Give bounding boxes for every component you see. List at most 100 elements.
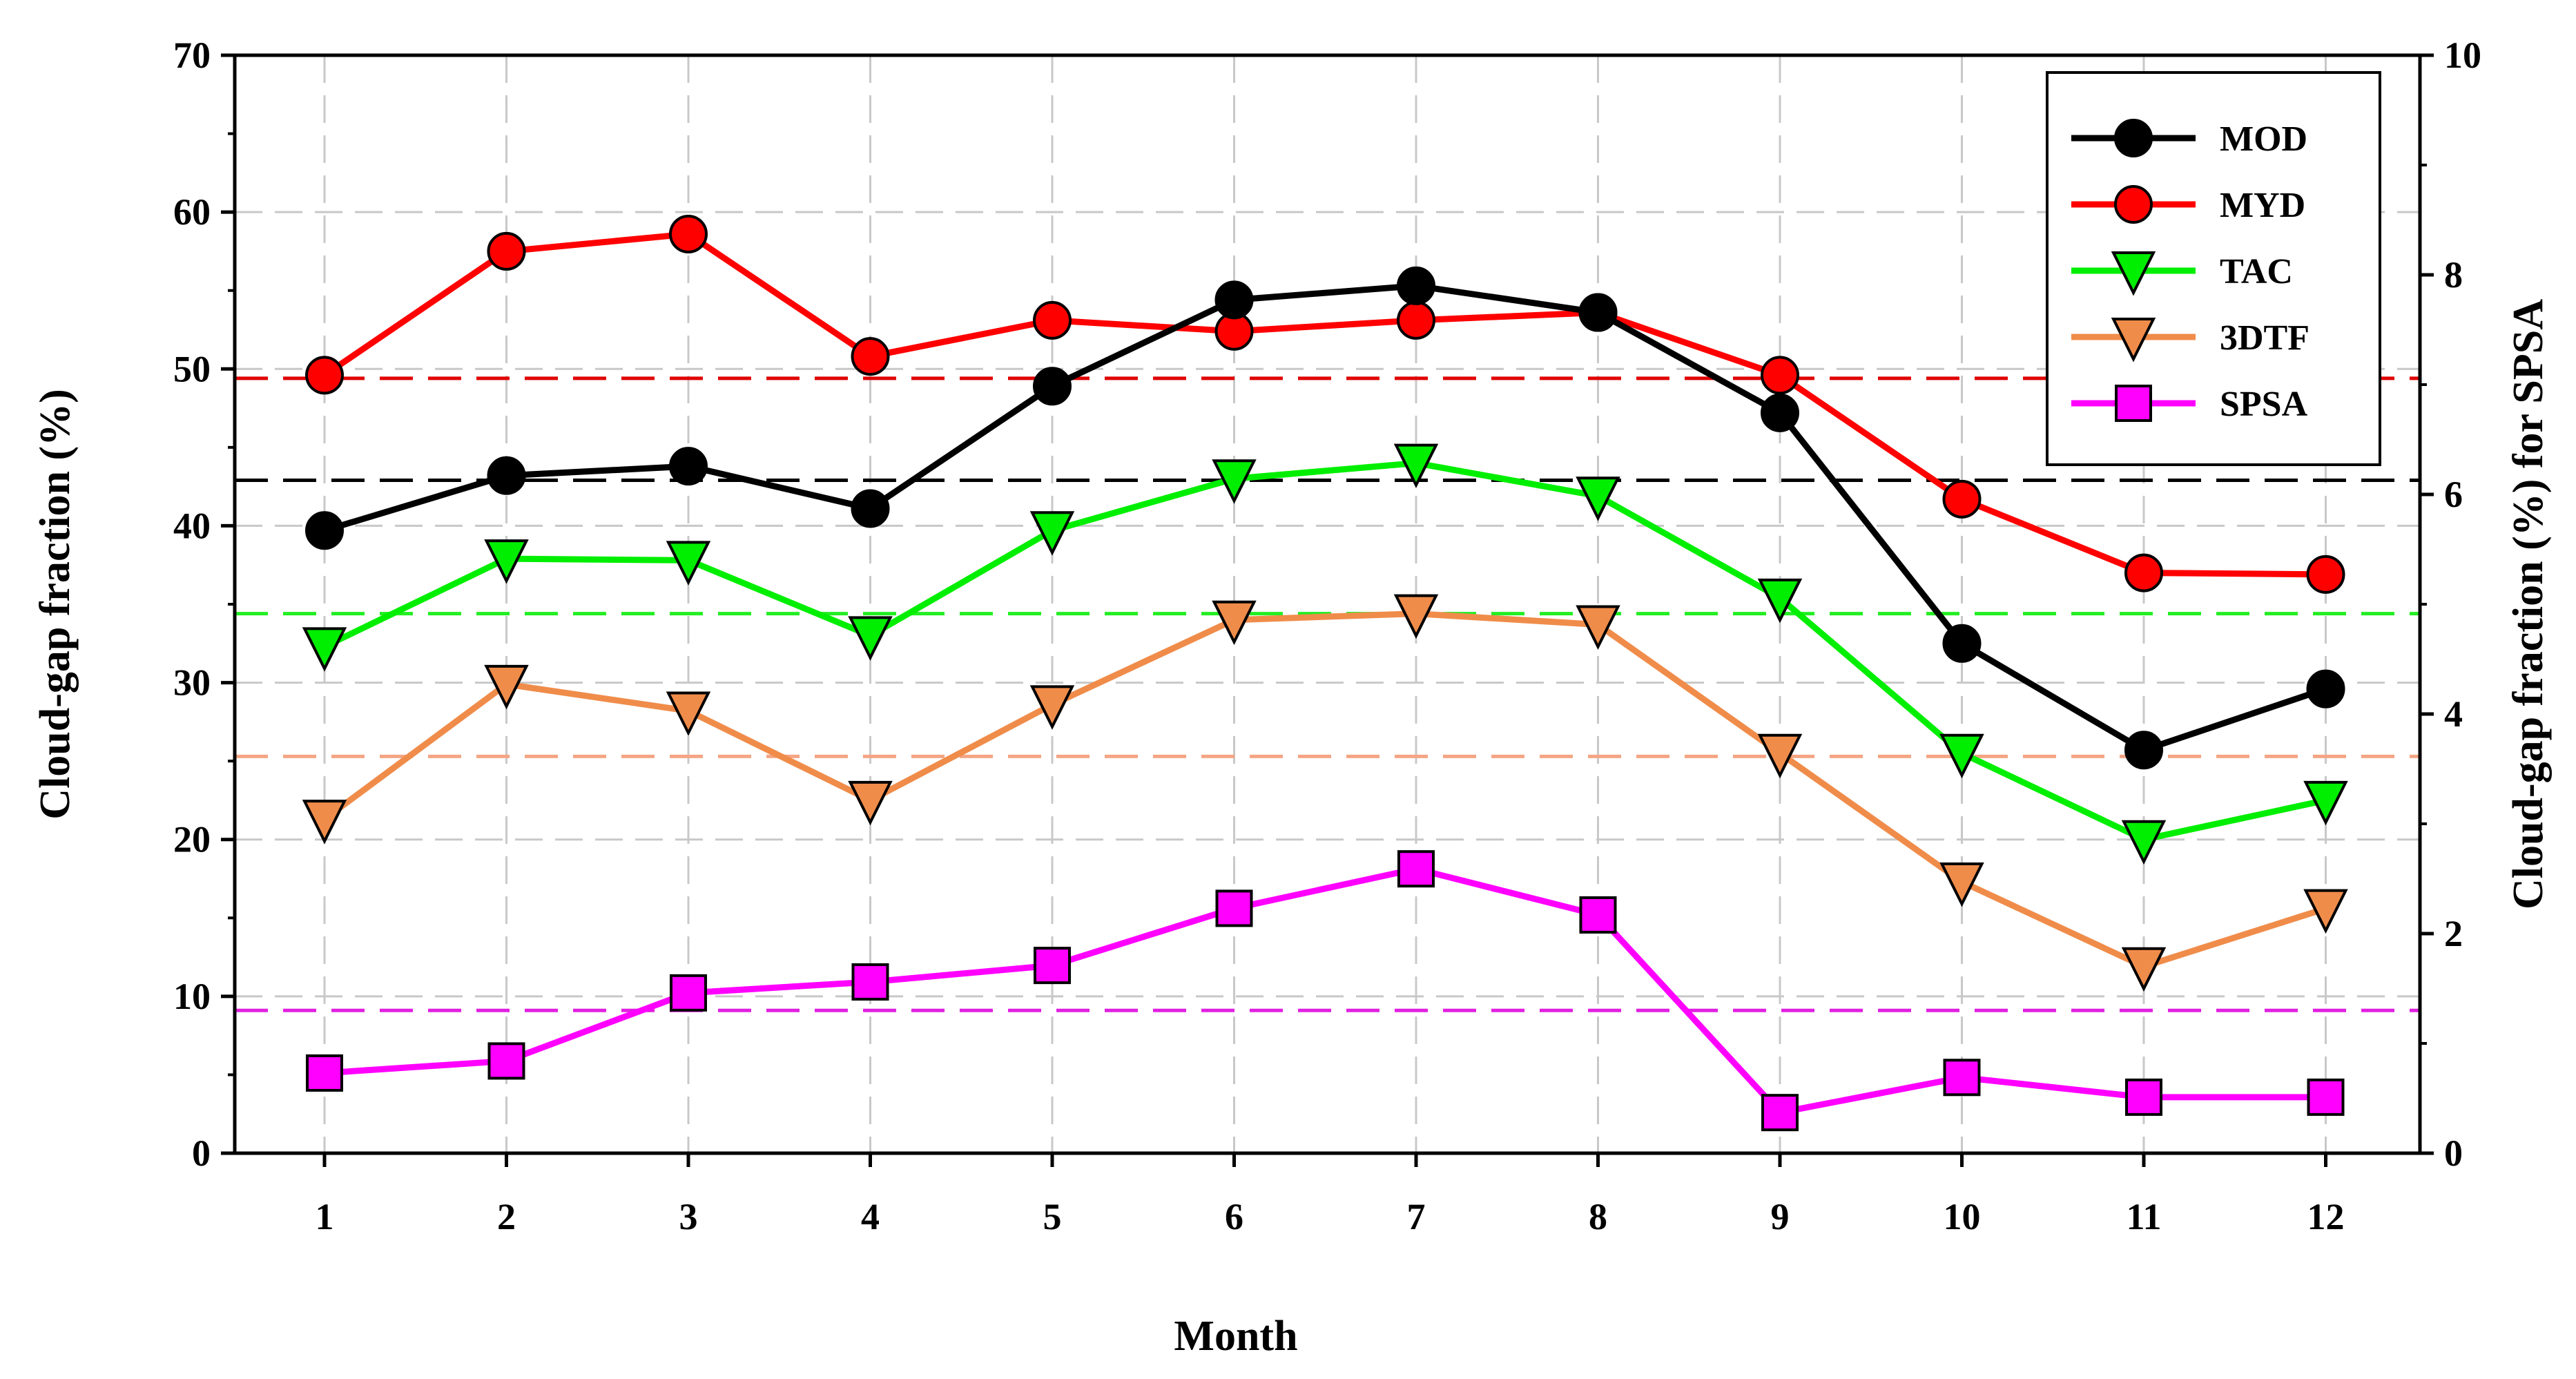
y2-tick-label-6: 6: [2444, 474, 2463, 515]
data-point-mod-1: [305, 511, 344, 550]
data-point-spsa-1: [306, 1054, 343, 1092]
data-point-spsa-5: [1034, 947, 1071, 985]
data-point-3dtf-9: [1757, 733, 1803, 779]
y-tick-label-70: 70: [173, 35, 211, 76]
series-line-myd: [322, 231, 2326, 578]
series-tac: [302, 443, 2348, 865]
x-tick-label-8: 8: [1589, 1196, 1607, 1237]
data-point-3dtf-12: [2303, 889, 2348, 934]
data-point-spsa-8: [1579, 896, 1617, 934]
data-point-tac-4: [848, 616, 893, 661]
data-point-spsa-4: [851, 963, 889, 1001]
data-point-myd-4: [851, 337, 890, 376]
y2-axis-title: Cloud-gap fraction (%) for SPSA: [2505, 299, 2552, 909]
y2-tick-label-4: 4: [2444, 693, 2463, 735]
data-point-mod-6: [1214, 280, 1254, 320]
data-point-myd-3: [669, 214, 708, 253]
y-tick-label-10: 10: [173, 976, 211, 1017]
data-point-mod-2: [487, 456, 526, 495]
data-point-spsa-3: [670, 974, 707, 1012]
x-tick-label-1: 1: [316, 1196, 334, 1237]
data-point-3dtf-4: [848, 780, 893, 826]
data-point-mod-7: [1397, 266, 1435, 305]
legend-label-mod: MOD: [2220, 119, 2307, 159]
data-point-myd-7: [1397, 300, 1435, 340]
y-tick-label-60: 60: [173, 191, 211, 233]
series-line-3dtf: [322, 610, 2327, 970]
y2-tick-label-8: 8: [2444, 254, 2463, 296]
legend-item-mod: MOD: [2071, 119, 2307, 159]
data-point-mod-5: [1033, 367, 1072, 406]
x-tick-label-12: 12: [2307, 1196, 2345, 1237]
x-tick-label-11: 11: [2126, 1196, 2161, 1237]
data-point-spsa-10: [1943, 1059, 1981, 1097]
y-tick-label-30: 30: [173, 662, 211, 704]
legend-marker-myd: [2114, 185, 2153, 224]
legend-marker-3dtf: [2111, 318, 2156, 363]
y-tick-label-40: 40: [173, 505, 211, 546]
data-point-mod-12: [2306, 669, 2345, 708]
legend-label-spsa: SPSA: [2220, 385, 2308, 424]
data-point-myd-9: [1761, 356, 1799, 395]
data-point-spsa-12: [2307, 1078, 2345, 1116]
data-point-tac-12: [2303, 780, 2348, 826]
series-line-spsa: [324, 865, 2326, 1116]
y-axis-title: Cloud-gap fraction (%): [32, 389, 79, 819]
x-tick-label-4: 4: [861, 1196, 880, 1237]
data-point-myd-1: [305, 356, 344, 395]
y-tick-label-20: 20: [173, 819, 211, 860]
legend-label-myd: MYD: [2220, 186, 2305, 225]
y2-tick-label-2: 2: [2444, 913, 2463, 954]
data-point-mod-10: [1942, 624, 1982, 663]
data-point-mod-9: [1761, 393, 1799, 432]
data-point-3dtf-2: [484, 664, 529, 710]
data-point-mod-3: [669, 447, 708, 486]
data-point-tac-2: [484, 539, 529, 584]
x-tick-label-3: 3: [679, 1196, 698, 1237]
data-point-spsa-7: [1397, 850, 1435, 888]
x-tick-label-5: 5: [1043, 1196, 1062, 1237]
data-point-tac-6: [1212, 459, 1257, 504]
series-mod: [305, 266, 2345, 770]
data-point-tac-7: [1393, 443, 1439, 489]
data-point-mod-11: [2124, 731, 2163, 770]
legend-item-myd: MYD: [2071, 185, 2305, 225]
data-point-tac-11: [2121, 820, 2167, 865]
data-point-tac-3: [666, 541, 711, 586]
y-tick-label-50: 50: [173, 348, 211, 389]
data-point-myd-10: [1942, 479, 1982, 519]
y2-tick-label-0: 0: [2444, 1132, 2463, 1174]
x-tick-label-6: 6: [1225, 1196, 1243, 1237]
legend-marker-spsa: [2115, 385, 2152, 422]
series-line-tac: [323, 460, 2327, 843]
data-point-tac-1: [302, 627, 347, 672]
data-point-mod-4: [851, 489, 890, 528]
plot-series: [302, 214, 2348, 1132]
series-3dtf: [302, 594, 2348, 992]
data-point-3dtf-11: [2121, 947, 2167, 992]
y2-tick-label-10: 10: [2444, 35, 2481, 76]
data-point-3dtf-8: [1576, 605, 1620, 650]
series-line-mod: [323, 282, 2327, 753]
data-point-mod-8: [1578, 293, 1618, 332]
data-point-myd-12: [2306, 555, 2345, 594]
x-axis-title: Month: [1174, 1313, 1297, 1360]
legend-item-spsa: SPSA: [2071, 385, 2308, 424]
data-point-spsa-11: [2125, 1078, 2162, 1116]
data-point-myd-11: [2124, 553, 2163, 592]
x-tick-label-2: 2: [497, 1196, 516, 1237]
legend-marker-mod: [2114, 119, 2153, 157]
x-tick-label-7: 7: [1407, 1196, 1426, 1237]
data-point-3dtf-10: [1939, 862, 1984, 907]
series-spsa: [306, 850, 2345, 1132]
data-point-3dtf-1: [302, 800, 347, 845]
data-point-myd-5: [1033, 300, 1072, 340]
data-point-tac-10: [1939, 733, 1984, 779]
data-point-3dtf-5: [1029, 685, 1075, 730]
legend-label-tac: TAC: [2220, 252, 2293, 291]
x-tick-label-9: 9: [1771, 1196, 1790, 1237]
legend: MOD MYD TAC 3DTF SPSA: [2046, 71, 2381, 466]
data-point-3dtf-7: [1393, 594, 1439, 639]
y-tick-label-0: 0: [192, 1132, 211, 1174]
